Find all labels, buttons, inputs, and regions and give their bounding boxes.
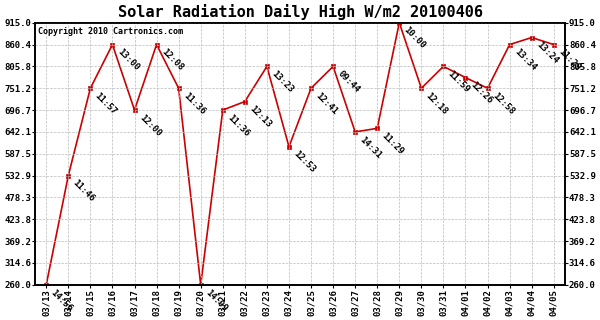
Text: 12:41: 12:41 <box>314 91 339 116</box>
Text: 12:18: 12:18 <box>424 91 449 116</box>
Text: 13:23: 13:23 <box>269 69 295 94</box>
Text: 11:29: 11:29 <box>557 47 582 73</box>
Text: 09:44: 09:44 <box>336 69 361 94</box>
Text: Copyright 2010 Cartronics.com: Copyright 2010 Cartronics.com <box>38 27 183 36</box>
Text: 12:53: 12:53 <box>292 149 317 175</box>
Text: 13:24: 13:24 <box>535 40 560 66</box>
Text: 13:00: 13:00 <box>115 47 140 73</box>
Text: 11:59: 11:59 <box>446 69 472 94</box>
Text: 12:58: 12:58 <box>490 91 516 116</box>
Text: 11:46: 11:46 <box>71 178 97 204</box>
Text: 12:13: 12:13 <box>248 104 273 130</box>
Text: 11:57: 11:57 <box>93 91 119 116</box>
Text: 13:34: 13:34 <box>512 47 538 73</box>
Text: 12:26: 12:26 <box>468 80 494 106</box>
Text: 12:00: 12:00 <box>137 113 163 138</box>
Text: 12:08: 12:08 <box>160 47 185 73</box>
Text: 11:36: 11:36 <box>226 113 251 138</box>
Text: 11:29: 11:29 <box>380 131 406 156</box>
Text: 14:09: 14:09 <box>203 288 229 313</box>
Text: 14:31: 14:31 <box>358 135 383 160</box>
Text: 11:36: 11:36 <box>181 91 207 116</box>
Title: Solar Radiation Daily High W/m2 20100406: Solar Radiation Daily High W/m2 20100406 <box>118 4 482 20</box>
Text: 14:56: 14:56 <box>49 288 74 313</box>
Text: 10:00: 10:00 <box>402 26 427 51</box>
